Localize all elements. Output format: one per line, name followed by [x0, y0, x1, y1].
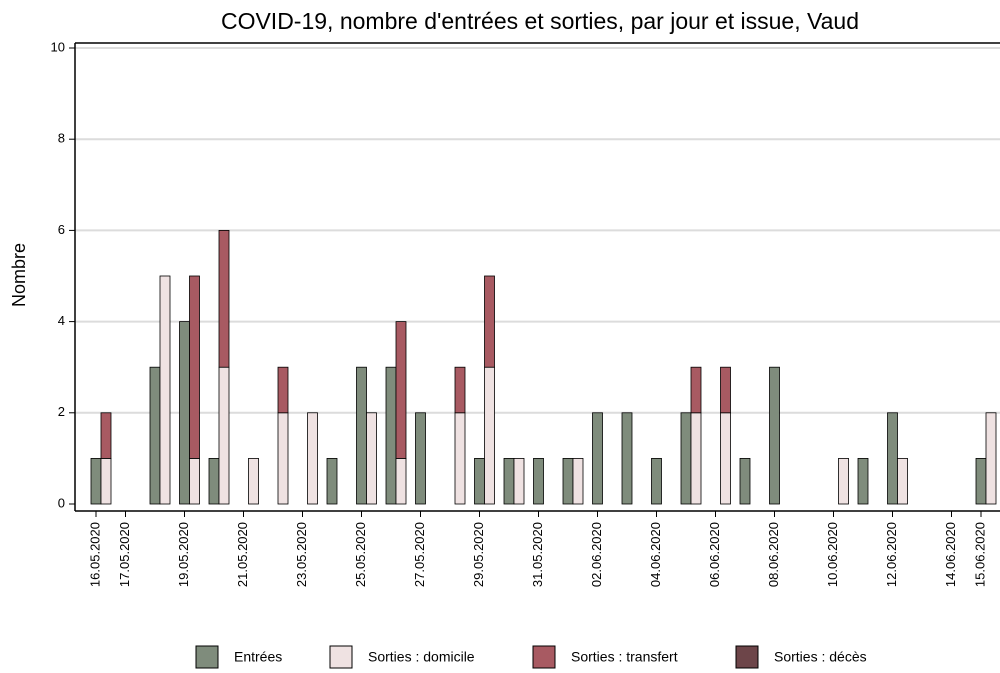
bar-segment — [395, 321, 407, 459]
bar-segment — [189, 457, 200, 505]
bar — [621, 412, 633, 505]
y-axis-label: Nombre — [9, 243, 29, 307]
legend-swatch — [195, 645, 219, 669]
bar — [179, 321, 190, 505]
bar — [975, 457, 987, 505]
bar — [857, 457, 869, 505]
bar-segment — [985, 412, 997, 505]
bar — [356, 366, 367, 505]
y-tick-label: 10 — [51, 39, 65, 54]
x-tick-label: 17.05.2020 — [117, 522, 132, 587]
bar — [769, 366, 780, 505]
y-tick-label: 8 — [58, 131, 65, 146]
bar-segment — [690, 366, 702, 414]
bar-segment — [218, 229, 230, 368]
bar-segment — [572, 457, 584, 505]
x-tick-label: 29.05.2020 — [471, 522, 486, 587]
bar — [592, 412, 603, 505]
bar-segment — [218, 366, 230, 505]
bar — [474, 457, 485, 505]
legend-swatch — [532, 645, 556, 669]
bar — [90, 457, 102, 505]
x-tick-label: 23.05.2020 — [294, 522, 309, 587]
bar-segment — [100, 412, 112, 459]
bar-segment — [277, 412, 289, 505]
bar — [533, 457, 544, 505]
bar-segment — [454, 366, 466, 414]
bar-segment — [720, 366, 731, 414]
bar — [385, 366, 397, 505]
x-tick-label: 10.06.2020 — [825, 522, 840, 587]
bar — [739, 457, 751, 505]
bar — [651, 457, 662, 505]
bar-segment — [454, 412, 466, 505]
x-tick-label: 15.06.2020 — [972, 522, 987, 587]
x-tick-label: 12.06.2020 — [884, 522, 899, 587]
x-tick-label: 19.05.2020 — [176, 522, 191, 587]
x-tick-label: 14.06.2020 — [943, 522, 958, 587]
y-tick-label: 4 — [58, 313, 65, 328]
y-tick-label: 2 — [58, 404, 65, 419]
bar-segment — [366, 412, 377, 505]
legend-label: Sorties : décès — [774, 649, 867, 665]
bar-segment — [189, 275, 200, 459]
bar-segment — [248, 457, 259, 505]
legend-label: Sorties : transfert — [571, 649, 678, 665]
y-tick-label: 0 — [58, 495, 65, 510]
x-tick-label: 04.06.2020 — [648, 522, 663, 587]
x-tick-label: 31.05.2020 — [530, 522, 545, 587]
bar-segment — [484, 366, 495, 505]
bar — [415, 412, 426, 505]
bar-segment — [484, 275, 495, 368]
bar-segment — [897, 457, 908, 505]
x-tick-label: 02.06.2020 — [589, 522, 604, 587]
bar-segment — [159, 275, 171, 505]
legend-swatch — [735, 645, 759, 669]
x-tick-label: 27.05.2020 — [412, 522, 427, 587]
bar-segment — [838, 457, 849, 505]
legend-swatch — [329, 645, 353, 669]
y-tick-label: 6 — [58, 222, 65, 237]
x-tick-label: 06.06.2020 — [707, 522, 722, 587]
legend-label: Entrées — [234, 649, 282, 665]
x-tick-label: 21.05.2020 — [235, 522, 250, 587]
bar-segment — [513, 457, 525, 505]
bar-segment — [395, 457, 407, 505]
bar — [326, 457, 338, 505]
bar-segment — [100, 457, 112, 505]
bar-segment — [277, 366, 289, 414]
bar — [208, 457, 220, 505]
x-tick-label: 25.05.2020 — [353, 522, 368, 587]
bar-segment — [307, 412, 318, 505]
chart-title: COVID-19, nombre d'entrées et sorties, p… — [221, 8, 859, 34]
bar — [680, 412, 692, 505]
bar — [149, 366, 161, 505]
x-tick-label: 08.06.2020 — [766, 522, 781, 587]
bar — [562, 457, 574, 505]
legend-label: Sorties : domicile — [368, 649, 475, 665]
bar — [887, 412, 898, 505]
bar — [503, 457, 515, 505]
bar-segment — [690, 412, 702, 505]
bar-segment — [720, 412, 731, 505]
x-tick-label: 16.05.2020 — [87, 522, 102, 587]
